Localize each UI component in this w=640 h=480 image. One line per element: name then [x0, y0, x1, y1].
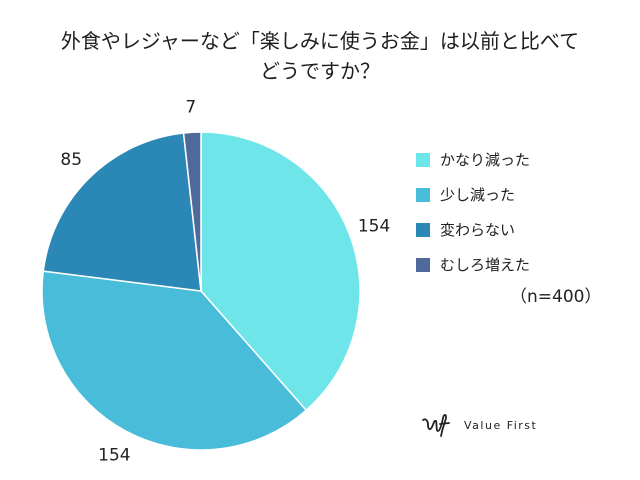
brand-logo: Value First [422, 412, 537, 438]
value-first-logo-icon [422, 413, 450, 437]
pie-data-label-2: 85 [60, 150, 82, 170]
pie-data-label-1: 154 [98, 446, 130, 466]
legend: かなり減った 少し減った 変わらない むしろ増えた [416, 142, 530, 282]
pie-data-label-3: 7 [185, 97, 196, 117]
sample-size-note: （n=400） [510, 287, 602, 307]
legend-swatch-3 [416, 257, 430, 272]
brand-name: Value First [464, 418, 538, 432]
pie-slice-1 [41, 270, 308, 451]
legend-label-0: かなり減った [440, 151, 531, 169]
legend-item-2: 変わらない [416, 212, 530, 247]
pie-data-labels: 154 154 85 7 [60, 97, 390, 465]
pie-slice-0 [200, 131, 361, 412]
legend-label-3: むしろ増えた [440, 256, 531, 274]
legend-label-1: 少し減った [440, 186, 516, 204]
pie-slices [41, 131, 361, 451]
legend-label-2: 変わらない [440, 221, 516, 239]
legend-item-1: 少し減った [416, 177, 530, 212]
chart-title: 外食やレジャーなど「楽しみに使うお金」は以前と比べて どうですか？ [0, 26, 640, 86]
legend-item-3: むしろ増えた [416, 247, 530, 282]
pie-slice-3 [182, 131, 202, 292]
legend-swatch-0 [416, 152, 430, 167]
legend-swatch-1 [416, 187, 430, 202]
chart-title-line-1: 外食やレジャーなど「楽しみに使うお金」は以前と比べて [60, 29, 580, 53]
pie-slice-2 [42, 132, 202, 292]
chart-title-line-2: どうですか？ [260, 59, 380, 83]
legend-item-0: かなり減った [416, 142, 530, 177]
pie-data-label-0: 154 [358, 217, 390, 237]
legend-swatch-2 [416, 222, 430, 237]
